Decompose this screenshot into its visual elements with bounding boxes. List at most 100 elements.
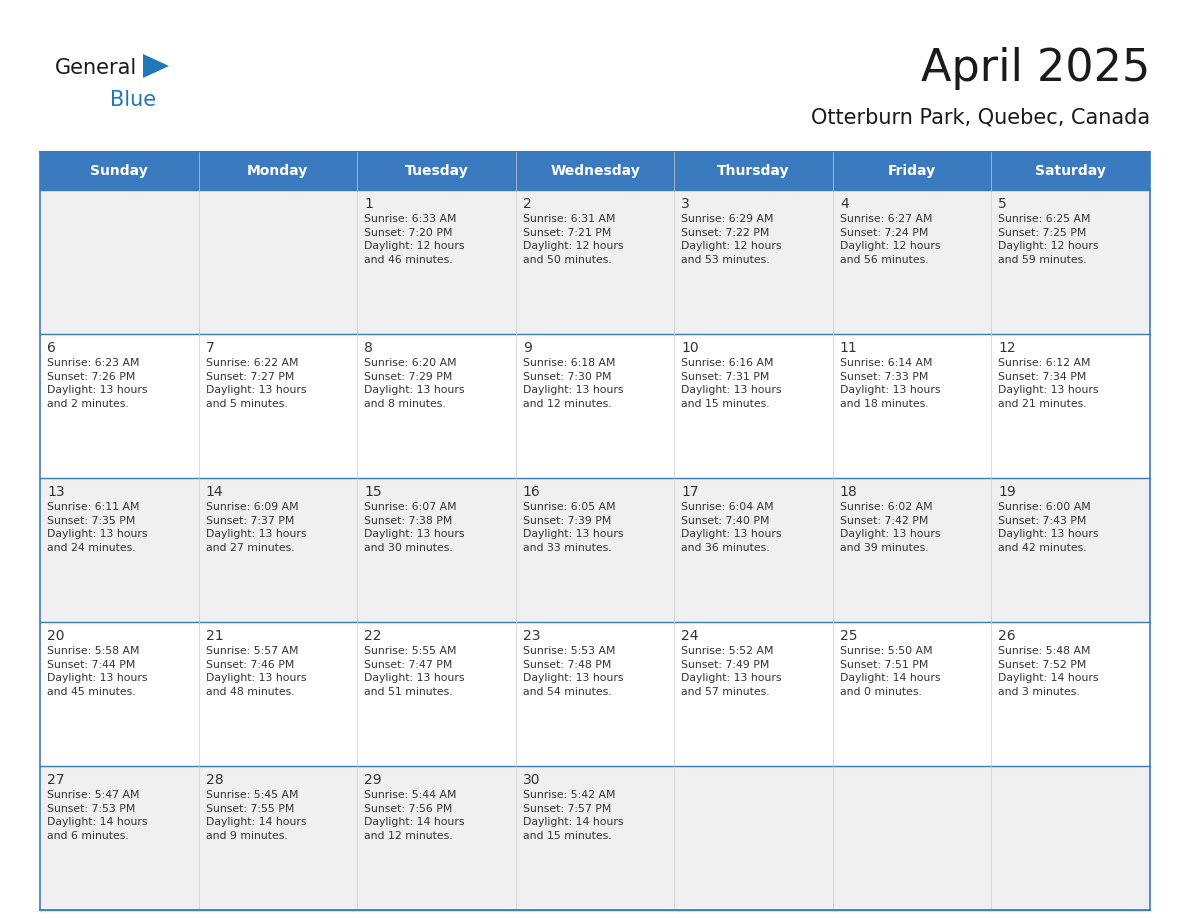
Text: 15: 15 xyxy=(365,485,381,499)
Bar xyxy=(833,766,992,910)
Bar xyxy=(992,152,1150,190)
Bar xyxy=(675,766,833,910)
Text: 3: 3 xyxy=(681,197,690,211)
Bar xyxy=(516,622,675,766)
Bar xyxy=(675,478,833,622)
Text: 17: 17 xyxy=(681,485,699,499)
Text: Sunrise: 6:29 AM
Sunset: 7:22 PM
Daylight: 12 hours
and 53 minutes.: Sunrise: 6:29 AM Sunset: 7:22 PM Dayligh… xyxy=(681,214,782,264)
Text: Sunrise: 5:45 AM
Sunset: 7:55 PM
Daylight: 14 hours
and 9 minutes.: Sunrise: 5:45 AM Sunset: 7:55 PM Dayligh… xyxy=(206,790,307,841)
Text: 19: 19 xyxy=(998,485,1016,499)
Text: Sunrise: 5:52 AM
Sunset: 7:49 PM
Daylight: 13 hours
and 57 minutes.: Sunrise: 5:52 AM Sunset: 7:49 PM Dayligh… xyxy=(681,646,782,697)
Text: Monday: Monday xyxy=(247,164,309,178)
Bar xyxy=(516,766,675,910)
Bar xyxy=(198,478,358,622)
Text: 20: 20 xyxy=(48,629,64,643)
Text: Sunrise: 6:12 AM
Sunset: 7:34 PM
Daylight: 13 hours
and 21 minutes.: Sunrise: 6:12 AM Sunset: 7:34 PM Dayligh… xyxy=(998,358,1099,409)
Bar xyxy=(992,622,1150,766)
Bar xyxy=(198,766,358,910)
Text: 24: 24 xyxy=(681,629,699,643)
Text: Sunday: Sunday xyxy=(90,164,148,178)
Bar xyxy=(358,152,516,190)
Text: Sunrise: 5:50 AM
Sunset: 7:51 PM
Daylight: 14 hours
and 0 minutes.: Sunrise: 5:50 AM Sunset: 7:51 PM Dayligh… xyxy=(840,646,941,697)
Bar xyxy=(675,190,833,334)
Bar xyxy=(833,622,992,766)
Text: Sunrise: 5:57 AM
Sunset: 7:46 PM
Daylight: 13 hours
and 48 minutes.: Sunrise: 5:57 AM Sunset: 7:46 PM Dayligh… xyxy=(206,646,307,697)
Text: April 2025: April 2025 xyxy=(921,47,1150,89)
Text: Thursday: Thursday xyxy=(718,164,790,178)
Bar xyxy=(675,622,833,766)
Bar xyxy=(516,334,675,478)
Text: Sunrise: 5:48 AM
Sunset: 7:52 PM
Daylight: 14 hours
and 3 minutes.: Sunrise: 5:48 AM Sunset: 7:52 PM Dayligh… xyxy=(998,646,1099,697)
Bar xyxy=(198,334,358,478)
Bar xyxy=(358,622,516,766)
Text: 16: 16 xyxy=(523,485,541,499)
Bar xyxy=(833,190,992,334)
Bar xyxy=(198,622,358,766)
Text: 25: 25 xyxy=(840,629,858,643)
Bar xyxy=(992,766,1150,910)
Bar xyxy=(358,766,516,910)
Text: Sunrise: 6:27 AM
Sunset: 7:24 PM
Daylight: 12 hours
and 56 minutes.: Sunrise: 6:27 AM Sunset: 7:24 PM Dayligh… xyxy=(840,214,941,264)
Text: 2: 2 xyxy=(523,197,531,211)
Text: Sunrise: 6:31 AM
Sunset: 7:21 PM
Daylight: 12 hours
and 50 minutes.: Sunrise: 6:31 AM Sunset: 7:21 PM Dayligh… xyxy=(523,214,624,264)
Bar xyxy=(40,766,198,910)
Bar xyxy=(992,190,1150,334)
Text: 4: 4 xyxy=(840,197,848,211)
Text: 14: 14 xyxy=(206,485,223,499)
Text: Sunrise: 6:25 AM
Sunset: 7:25 PM
Daylight: 12 hours
and 59 minutes.: Sunrise: 6:25 AM Sunset: 7:25 PM Dayligh… xyxy=(998,214,1099,264)
Bar xyxy=(40,190,198,334)
Text: 12: 12 xyxy=(998,341,1016,355)
Text: Sunrise: 5:44 AM
Sunset: 7:56 PM
Daylight: 14 hours
and 12 minutes.: Sunrise: 5:44 AM Sunset: 7:56 PM Dayligh… xyxy=(365,790,465,841)
Text: 5: 5 xyxy=(998,197,1007,211)
Bar xyxy=(516,478,675,622)
Text: Sunrise: 6:20 AM
Sunset: 7:29 PM
Daylight: 13 hours
and 8 minutes.: Sunrise: 6:20 AM Sunset: 7:29 PM Dayligh… xyxy=(365,358,465,409)
Bar xyxy=(40,334,198,478)
Bar xyxy=(198,152,358,190)
Bar xyxy=(516,152,675,190)
Polygon shape xyxy=(143,54,169,78)
Text: 22: 22 xyxy=(365,629,381,643)
Text: Sunrise: 5:55 AM
Sunset: 7:47 PM
Daylight: 13 hours
and 51 minutes.: Sunrise: 5:55 AM Sunset: 7:47 PM Dayligh… xyxy=(365,646,465,697)
Bar xyxy=(675,152,833,190)
Text: Sunrise: 6:02 AM
Sunset: 7:42 PM
Daylight: 13 hours
and 39 minutes.: Sunrise: 6:02 AM Sunset: 7:42 PM Dayligh… xyxy=(840,502,941,553)
Text: Sunrise: 5:58 AM
Sunset: 7:44 PM
Daylight: 13 hours
and 45 minutes.: Sunrise: 5:58 AM Sunset: 7:44 PM Dayligh… xyxy=(48,646,147,697)
Text: Sunrise: 5:47 AM
Sunset: 7:53 PM
Daylight: 14 hours
and 6 minutes.: Sunrise: 5:47 AM Sunset: 7:53 PM Dayligh… xyxy=(48,790,147,841)
Text: Sunrise: 6:00 AM
Sunset: 7:43 PM
Daylight: 13 hours
and 42 minutes.: Sunrise: 6:00 AM Sunset: 7:43 PM Dayligh… xyxy=(998,502,1099,553)
Text: 30: 30 xyxy=(523,773,541,787)
Text: Sunrise: 5:53 AM
Sunset: 7:48 PM
Daylight: 13 hours
and 54 minutes.: Sunrise: 5:53 AM Sunset: 7:48 PM Dayligh… xyxy=(523,646,624,697)
Text: 9: 9 xyxy=(523,341,531,355)
Text: Wednesday: Wednesday xyxy=(550,164,640,178)
Text: Sunrise: 6:18 AM
Sunset: 7:30 PM
Daylight: 13 hours
and 12 minutes.: Sunrise: 6:18 AM Sunset: 7:30 PM Dayligh… xyxy=(523,358,624,409)
Text: Sunrise: 6:22 AM
Sunset: 7:27 PM
Daylight: 13 hours
and 5 minutes.: Sunrise: 6:22 AM Sunset: 7:27 PM Dayligh… xyxy=(206,358,307,409)
Bar xyxy=(833,478,992,622)
Text: Sunrise: 6:07 AM
Sunset: 7:38 PM
Daylight: 13 hours
and 30 minutes.: Sunrise: 6:07 AM Sunset: 7:38 PM Dayligh… xyxy=(365,502,465,553)
Text: 18: 18 xyxy=(840,485,858,499)
Text: 26: 26 xyxy=(998,629,1016,643)
Bar xyxy=(833,152,992,190)
Text: 29: 29 xyxy=(365,773,381,787)
Bar xyxy=(40,152,198,190)
Bar xyxy=(358,478,516,622)
Text: Blue: Blue xyxy=(110,90,156,110)
Text: 10: 10 xyxy=(681,341,699,355)
Bar xyxy=(358,190,516,334)
Text: Sunrise: 6:05 AM
Sunset: 7:39 PM
Daylight: 13 hours
and 33 minutes.: Sunrise: 6:05 AM Sunset: 7:39 PM Dayligh… xyxy=(523,502,624,553)
Bar xyxy=(833,334,992,478)
Text: Otterburn Park, Quebec, Canada: Otterburn Park, Quebec, Canada xyxy=(811,108,1150,128)
Text: Sunrise: 6:23 AM
Sunset: 7:26 PM
Daylight: 13 hours
and 2 minutes.: Sunrise: 6:23 AM Sunset: 7:26 PM Dayligh… xyxy=(48,358,147,409)
Text: 13: 13 xyxy=(48,485,64,499)
Bar xyxy=(516,190,675,334)
Text: Sunrise: 6:11 AM
Sunset: 7:35 PM
Daylight: 13 hours
and 24 minutes.: Sunrise: 6:11 AM Sunset: 7:35 PM Dayligh… xyxy=(48,502,147,553)
Text: 1: 1 xyxy=(365,197,373,211)
Bar xyxy=(40,478,198,622)
Text: Saturday: Saturday xyxy=(1035,164,1106,178)
Text: Sunrise: 6:09 AM
Sunset: 7:37 PM
Daylight: 13 hours
and 27 minutes.: Sunrise: 6:09 AM Sunset: 7:37 PM Dayligh… xyxy=(206,502,307,553)
Bar xyxy=(198,190,358,334)
Text: Friday: Friday xyxy=(889,164,936,178)
Text: 27: 27 xyxy=(48,773,64,787)
Bar xyxy=(992,478,1150,622)
Text: Sunrise: 6:16 AM
Sunset: 7:31 PM
Daylight: 13 hours
and 15 minutes.: Sunrise: 6:16 AM Sunset: 7:31 PM Dayligh… xyxy=(681,358,782,409)
Bar xyxy=(992,334,1150,478)
Text: General: General xyxy=(55,58,138,78)
Text: 11: 11 xyxy=(840,341,858,355)
